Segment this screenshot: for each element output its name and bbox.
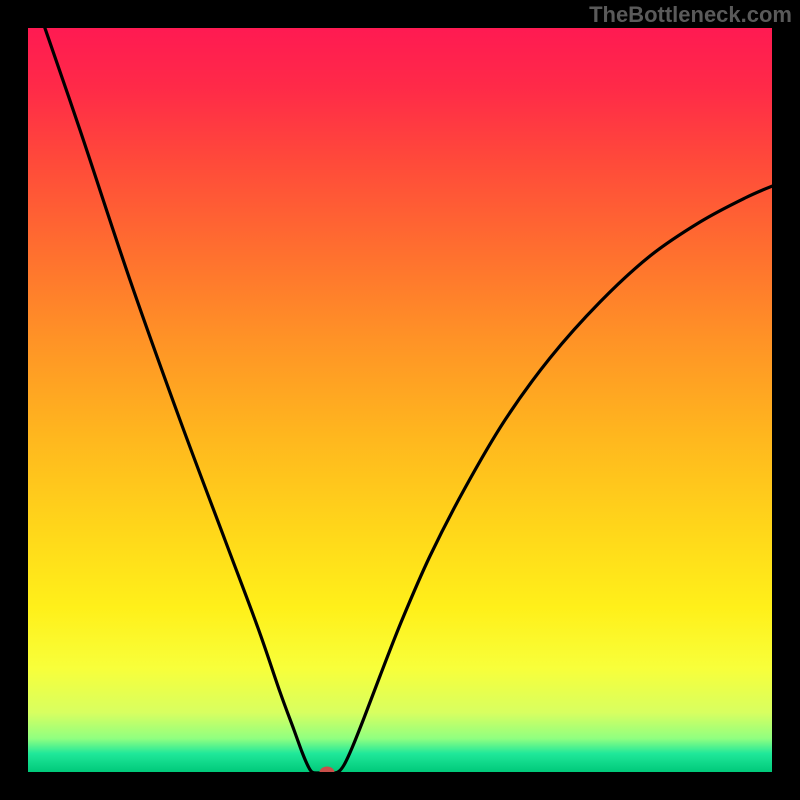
minimum-marker [320, 767, 335, 779]
watermark-text: TheBottleneck.com [589, 2, 792, 28]
gradient-background [28, 28, 772, 772]
chart-stage: TheBottleneck.com [0, 0, 800, 800]
chart-svg [0, 0, 800, 800]
